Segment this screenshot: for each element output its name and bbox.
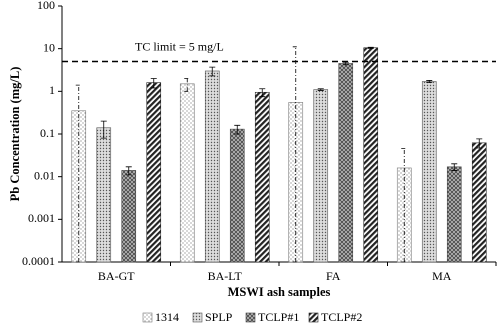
bar	[313, 89, 329, 263]
legend-label: 1314	[155, 310, 179, 324]
error-bar	[401, 147, 408, 263]
bar	[254, 91, 270, 263]
error-bar	[100, 120, 107, 139]
y-tick-label: 0.1	[40, 126, 55, 140]
y-tick-label: 0.0001	[22, 254, 55, 268]
y-tick-label: 10	[43, 40, 55, 54]
bar	[179, 83, 195, 263]
legend-swatch	[142, 312, 153, 323]
y-tick-label: 0.001	[28, 211, 55, 225]
error-bar	[209, 66, 216, 77]
y-tick-label: 100	[37, 0, 55, 12]
bar	[121, 170, 137, 263]
error-bar	[125, 166, 132, 176]
bar	[96, 127, 112, 263]
bar	[338, 63, 354, 263]
error-bar	[317, 88, 324, 91]
legend-swatch	[308, 312, 319, 323]
bar	[446, 166, 462, 263]
bar	[229, 128, 245, 263]
x-tick-label: MA	[432, 269, 452, 283]
bar	[146, 82, 162, 263]
y-tick-label: 0.01	[34, 168, 55, 182]
error-bar	[342, 61, 349, 66]
error-bar	[476, 138, 483, 149]
y-axis-title: Pb Concentration (mg/L)	[8, 67, 22, 202]
error-bar	[184, 78, 191, 92]
error-bar	[451, 163, 458, 171]
error-bar	[150, 78, 157, 89]
bar	[363, 47, 379, 263]
error-bar	[234, 124, 241, 135]
error-bar	[292, 46, 299, 263]
bar	[471, 142, 487, 263]
error-bar	[426, 80, 433, 84]
legend-swatch	[245, 312, 256, 323]
x-tick-label: BA-GT	[98, 269, 135, 283]
reference-label: TC limit = 5 mg/L	[135, 39, 224, 53]
error-bar	[75, 84, 82, 263]
legend-label: TCLP#2	[321, 310, 362, 324]
y-tick-label: 1	[49, 83, 55, 97]
x-tick-label: FA	[326, 269, 341, 283]
error-bar	[259, 88, 266, 98]
legend-swatch	[192, 312, 203, 323]
error-bar	[367, 46, 374, 49]
x-tick-label: BA-LT	[208, 269, 243, 283]
bar	[204, 70, 220, 263]
bar	[421, 81, 437, 263]
legend-label: SPLP	[205, 310, 233, 324]
legend-label: TCLP#1	[258, 310, 299, 324]
x-axis-title: MSWI ash samples	[228, 285, 331, 299]
